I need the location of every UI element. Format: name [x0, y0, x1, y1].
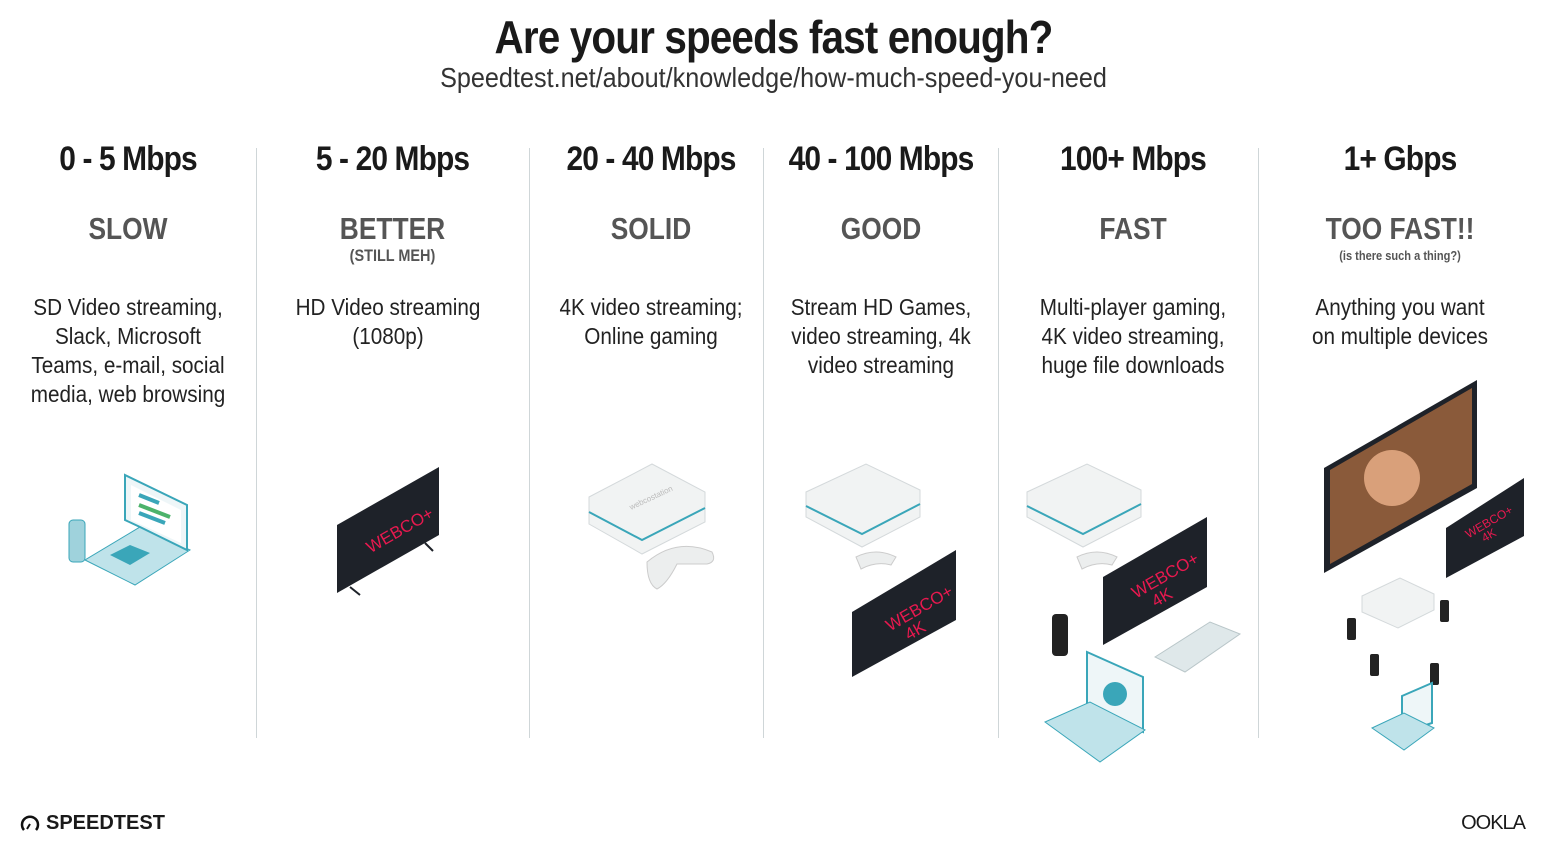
description-line: Anything you want	[1315, 294, 1485, 320]
tier-description: HD Video streaming (1080p)	[269, 293, 507, 351]
description-line: video streaming	[807, 352, 955, 378]
column-divider	[998, 148, 999, 738]
description-line: video streaming, 4k	[791, 323, 971, 349]
ookla-logo: OOKLA	[1461, 812, 1526, 834]
page-title: Are your speeds fast enough?	[494, 11, 1054, 63]
tier-description: Stream HD Games, video streaming, 4k vid…	[779, 293, 982, 380]
tier-speed: 20 - 40 Mbps	[566, 140, 736, 178]
tier-description: Anything you want on multiple devices	[1290, 293, 1510, 351]
description-line: 4K video streaming;	[559, 294, 743, 320]
tier-too-fast: 1+ Gbps TOO FAST!! (is there such a thin…	[1278, 140, 1522, 265]
gauge-icon	[20, 814, 40, 831]
tier-rating: TOO FAST!!	[1325, 211, 1475, 246]
description-line: huge file downloads	[1041, 352, 1225, 378]
description-line: (1080p)	[352, 323, 424, 349]
description-line: on multiple devices	[1311, 323, 1489, 349]
tier-rating: FAST	[1099, 211, 1167, 246]
description-line: SD Video streaming,	[33, 294, 223, 320]
column-divider	[529, 148, 530, 738]
column-divider	[1258, 148, 1259, 738]
tier-fast: 100+ Mbps FAST	[1008, 140, 1258, 247]
tier-speed: 40 - 100 Mbps	[788, 140, 975, 178]
tier-note: (STILL MEH)	[349, 246, 436, 265]
description-line: Stream HD Games,	[790, 294, 972, 320]
console-controller-icon: webcostation	[588, 463, 715, 590]
tier-description: SD Video streaming, Slack, Microsoft Tea…	[13, 293, 243, 409]
tier-good: 40 - 100 Mbps GOOD	[768, 140, 994, 247]
description-line: Online gaming	[584, 323, 718, 349]
speedtest-logo-text: SPEEDTEST	[46, 812, 165, 834]
description-line: Multi-player gaming,	[1039, 294, 1227, 320]
multi-device-icon: WEBCO+ 4K	[1324, 380, 1524, 751]
tier-solid: 20 - 40 Mbps SOLID	[529, 140, 773, 247]
console-tv-laptop-phone-icon: WEBCO+ 4K	[1026, 463, 1242, 763]
description-line: HD Video streaming	[295, 294, 481, 320]
tier-better: 5 - 20 Mbps BETTER (STILL MEH)	[256, 140, 529, 265]
tier-speed: 0 - 5 Mbps	[59, 140, 197, 178]
tv-4k-label: 4K	[1479, 525, 1499, 544]
tier-rating: BETTER	[339, 211, 446, 246]
description-line: 4K video streaming,	[1041, 323, 1225, 349]
column-divider	[763, 148, 764, 738]
source-url: Speedtest.net/about/knowledge/how-much-s…	[440, 62, 1107, 93]
tier-note: (is there such a thing?)	[1339, 248, 1461, 263]
description-line: Teams, e-mail, social	[31, 352, 225, 378]
speedtest-logo: SPEEDTEST	[20, 812, 165, 835]
description-line: Slack, Microsoft	[54, 323, 202, 349]
tier-rating: SLOW	[88, 211, 168, 246]
tier-speed: 1+ Gbps	[1343, 140, 1458, 178]
tier-description: 4K video streaming; Online gaming	[541, 293, 761, 351]
tv-icon: WEBCO+	[337, 467, 439, 596]
tier-description: Multi-player gaming, 4K video streaming,…	[1021, 293, 1246, 380]
tier-slow: 0 - 5 Mbps SLOW	[0, 140, 256, 247]
column-divider	[256, 148, 257, 738]
description-line: media, web browsing	[30, 381, 226, 407]
tier-speed: 5 - 20 Mbps	[315, 140, 470, 178]
laptop-phone-icon	[68, 473, 192, 586]
tier-rating: GOOD	[840, 211, 922, 246]
console-tv-4k-icon: WEBCO+ 4K	[805, 463, 956, 677]
tier-rating: SOLID	[610, 211, 692, 246]
tier-speed: 100+ Mbps	[1060, 140, 1207, 178]
